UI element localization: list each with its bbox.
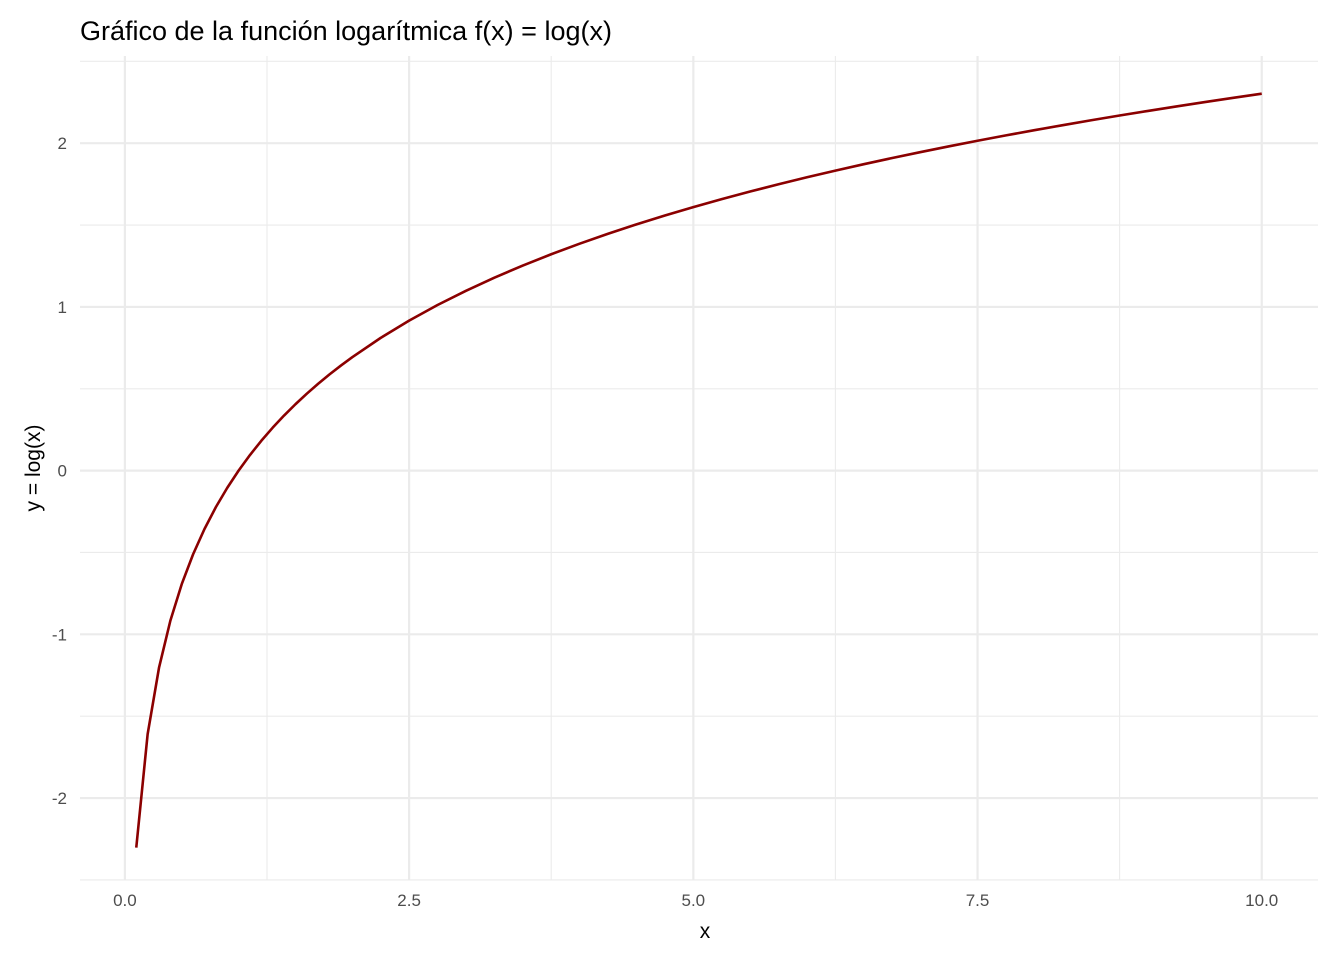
y-tick-label: -1 <box>52 625 67 644</box>
x-tick-label: 7.5 <box>966 891 990 910</box>
grid <box>80 56 1318 881</box>
x-tick-label: 5.0 <box>681 891 705 910</box>
x-axis-title: x <box>700 920 711 943</box>
series-layer <box>134 92 1262 848</box>
y-tick-label: 1 <box>58 298 67 317</box>
series-line <box>134 92 1262 848</box>
y-tick-label: 2 <box>58 134 67 153</box>
tick-labels: -2 -1 0 1 2 0.0 2.5 5.0 7.5 10.0 <box>52 134 1278 910</box>
x-tick-label: 0.0 <box>113 891 137 910</box>
y-tick-label: -2 <box>52 789 67 808</box>
chart-title: Gráfico de la función logarítmica f(x) =… <box>80 16 612 46</box>
y-tick-label: 0 <box>58 462 67 481</box>
x-tick-label: 10.0 <box>1245 891 1278 910</box>
y-axis-title: y = log(x) <box>22 425 45 512</box>
x-tick-label: 2.5 <box>397 891 421 910</box>
